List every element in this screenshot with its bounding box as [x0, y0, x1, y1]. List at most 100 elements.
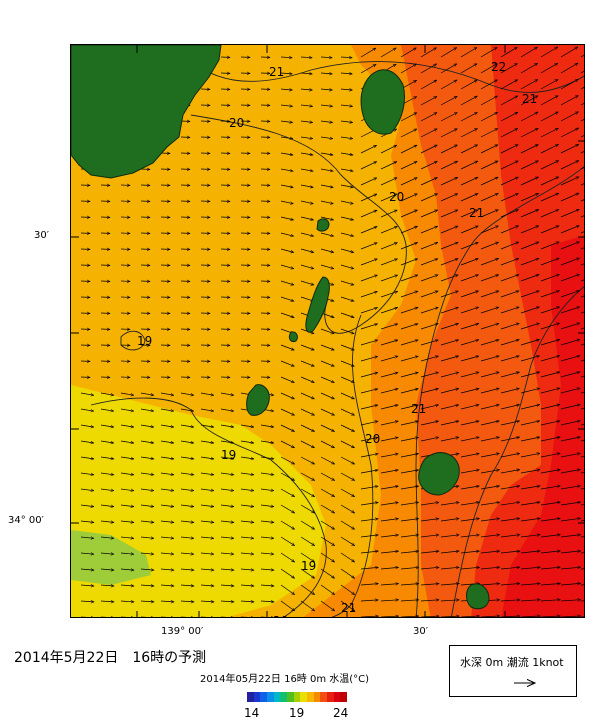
current-vector-arrow — [340, 121, 353, 123]
current-vector-arrow — [340, 584, 355, 595]
current-vector-arrow — [480, 616, 500, 617]
current-vector-arrow — [480, 372, 499, 378]
current-vector-arrow — [460, 307, 479, 314]
current-vector-arrow — [400, 616, 419, 617]
current-vector-arrow — [480, 388, 499, 394]
current-vector-arrow — [460, 226, 478, 234]
current-vector-arrow — [120, 488, 134, 491]
current-vector-arrow — [360, 193, 377, 202]
current-vector-arrow — [380, 567, 399, 570]
current-vector-arrow — [540, 535, 560, 538]
current-vector-arrow — [160, 569, 174, 570]
longitude-label-139deg: 139° 00′ — [161, 626, 204, 637]
current-vector-arrow — [360, 259, 377, 266]
current-vector-arrow — [540, 518, 560, 522]
current-vector-arrow — [360, 243, 377, 250]
current-vector-arrow — [560, 518, 581, 522]
current-vector-arrow — [380, 243, 397, 250]
current-vector-arrow — [120, 472, 134, 475]
current-vector-arrow — [320, 488, 335, 497]
current-vector-arrow — [520, 192, 539, 202]
current-vector-arrow — [300, 440, 315, 449]
current-vector-arrow — [420, 567, 439, 570]
current-vector-arrow — [320, 392, 334, 400]
current-vector-arrow — [440, 193, 458, 202]
current-vector-arrow — [260, 553, 274, 554]
colorbar-swatch — [307, 692, 314, 702]
current-vector-arrow — [560, 486, 580, 490]
current-vector-arrow — [560, 470, 580, 474]
current-vector-arrow — [480, 567, 500, 570]
current-vector-arrow — [500, 144, 518, 154]
current-vector-arrow — [100, 488, 114, 491]
current-vector-arrow — [460, 486, 479, 490]
current-vector-arrow — [520, 405, 540, 410]
colorbar-swatch — [293, 692, 301, 702]
current-vector-arrow — [520, 584, 540, 586]
current-vector-arrow — [500, 226, 519, 234]
current-vector-arrow — [261, 617, 274, 618]
current-vector-arrow — [440, 128, 457, 138]
current-vector-arrow — [280, 200, 293, 204]
current-vector-arrow — [300, 264, 314, 269]
current-vector-arrow — [520, 127, 538, 138]
current-vector-arrow — [480, 193, 498, 202]
current-vector-arrow — [340, 440, 355, 449]
current-vector-arrow — [460, 502, 479, 506]
current-vector-arrow — [480, 551, 500, 554]
current-vector-arrow — [400, 275, 418, 282]
current-vector-arrow — [340, 408, 355, 416]
current-vector-arrow — [200, 440, 214, 443]
isotherm-label: 22 — [491, 60, 506, 74]
current-vector-arrow — [540, 160, 559, 170]
current-vector-arrow — [280, 264, 294, 269]
current-vector-arrow — [200, 392, 214, 395]
current-vector-arrow — [560, 79, 578, 90]
current-vector-arrow — [420, 356, 438, 362]
current-vector-arrow — [480, 291, 499, 298]
current-vector-arrow — [340, 105, 353, 106]
current-vector-arrow — [121, 617, 134, 618]
current-vector-arrow — [200, 472, 214, 475]
current-vector-arrow — [580, 102, 584, 106]
current-vector-arrow — [440, 95, 457, 106]
current-vector-arrow — [500, 80, 518, 90]
current-vector-arrow — [100, 585, 114, 586]
current-vector-arrow — [400, 324, 418, 330]
current-vector-arrow — [180, 456, 194, 459]
current-vector-arrow — [320, 200, 333, 204]
current-vector-arrow — [540, 567, 560, 570]
current-vector-arrow — [500, 47, 517, 58]
current-vector-arrow — [560, 274, 580, 282]
current-vector-arrow — [140, 521, 154, 522]
current-vector-arrow — [160, 537, 174, 538]
current-vector-arrow — [480, 405, 499, 410]
current-vector-arrow — [400, 502, 419, 506]
current-vector-arrow — [280, 121, 293, 123]
current-vector-arrow — [560, 96, 578, 106]
isotherm-20-north — [190, 114, 407, 334]
current-vector-arrow — [500, 242, 519, 250]
current-vector-arrow — [440, 160, 458, 170]
current-vector-arrow — [520, 226, 539, 234]
current-vector-arrow — [560, 209, 579, 218]
current-vector-arrow — [120, 521, 134, 522]
current-vector-arrow — [540, 502, 560, 506]
current-vector-arrow — [340, 600, 355, 611]
current-vector-arrow — [420, 242, 438, 250]
current-vector-arrow — [300, 536, 315, 546]
current-vector-arrow — [500, 567, 520, 570]
colorbar-swatch — [327, 692, 334, 702]
current-vector-arrow — [460, 616, 480, 617]
current-vector-arrow — [160, 505, 174, 507]
current-vector-arrow — [340, 424, 355, 432]
current-vector-arrow — [280, 392, 294, 400]
current-vector-arrow — [440, 324, 459, 330]
current-vector-arrow — [300, 408, 315, 416]
current-vector-arrow — [120, 585, 134, 586]
current-vector-arrow — [520, 567, 540, 570]
latitude-label-34deg: 34° 00′ — [8, 515, 44, 526]
current-vector-arrow — [220, 408, 234, 411]
current-vector-arrow — [480, 307, 499, 314]
current-vector-arrow — [500, 518, 520, 522]
